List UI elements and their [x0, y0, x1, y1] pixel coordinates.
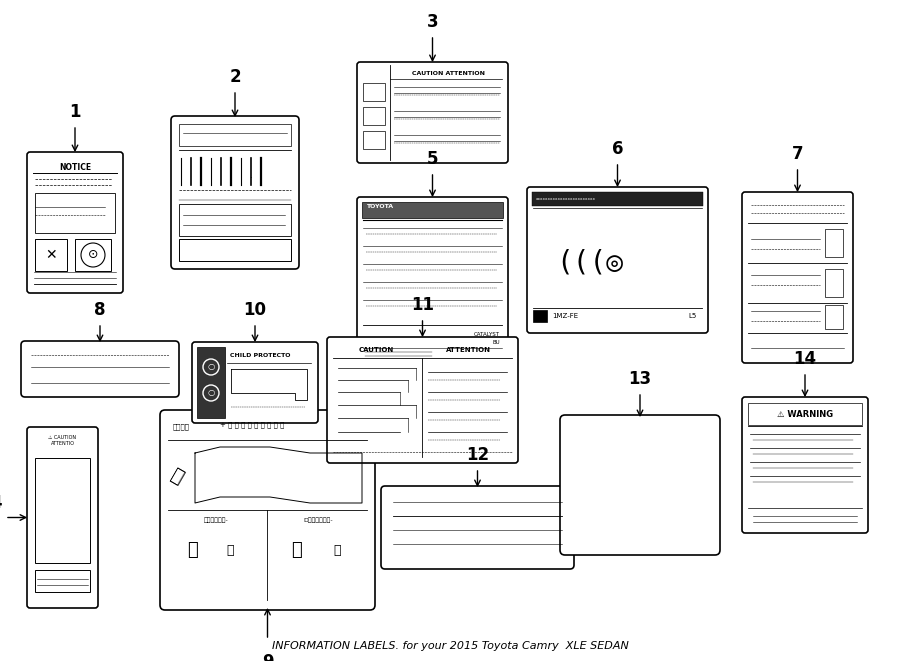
Bar [825, 269, 843, 297]
Text: 13: 13 [628, 370, 652, 388]
Text: 7: 7 [792, 145, 804, 163]
Text: 2: 2 [230, 68, 241, 86]
Text: 🚙: 🚙 [292, 541, 302, 559]
Text: 11: 11 [411, 296, 434, 314]
Text: ⚠ CAUTION
ATTENTIO: ⚠ CAUTION ATTENTIO [49, 435, 76, 446]
Text: ⊙: ⊙ [88, 249, 98, 262]
Text: 1MZ-FE: 1MZ-FE [552, 313, 578, 319]
Text: CATALYST: CATALYST [474, 332, 500, 337]
FancyBboxPatch shape [742, 397, 868, 533]
Bar [35, 239, 67, 271]
Bar [748, 403, 862, 425]
Text: L5: L5 [688, 313, 697, 319]
Text: CAUTION ATTENTION: CAUTION ATTENTION [411, 71, 484, 76]
Text: + ⬛ ⬛ ⬛ ⬛ ⬛ ⬛ ⬛ ⬛ ⬛: + ⬛ ⬛ ⬛ ⬛ ⬛ ⬛ ⬛ ⬛ ⬛ [220, 421, 284, 428]
Bar [825, 229, 843, 257]
Text: 3: 3 [427, 13, 438, 31]
Text: NOTICE: NOTICE [58, 163, 91, 172]
Bar [75, 239, 111, 271]
Text: 🚙: 🚙 [333, 543, 341, 557]
FancyBboxPatch shape [327, 337, 518, 463]
Text: ✕: ✕ [45, 248, 57, 262]
Bar [532, 192, 703, 206]
Text: 9: 9 [262, 653, 274, 661]
Text: TOYOTA: TOYOTA [366, 204, 393, 209]
FancyBboxPatch shape [27, 427, 98, 608]
Bar [363, 83, 385, 101]
FancyBboxPatch shape [357, 197, 508, 363]
Text: Dスペアタイヤ-: Dスペアタイヤ- [303, 517, 333, 523]
Bar [362, 202, 503, 218]
Bar [179, 239, 291, 261]
Text: ○: ○ [207, 362, 214, 371]
Bar [35, 570, 90, 592]
Text: .: . [248, 171, 251, 180]
FancyBboxPatch shape [171, 116, 299, 269]
Text: 10: 10 [244, 301, 266, 319]
Text: 🚙: 🚙 [187, 541, 198, 559]
Text: xxxxxxxxxxxxxxxxxxxxxxxx: xxxxxxxxxxxxxxxxxxxxxxxx [536, 197, 596, 201]
Text: (((◎: (((◎ [556, 248, 624, 276]
Text: INFORMATION LABELS. for your 2015 Toyota Camry  XLE SEDAN: INFORMATION LABELS. for your 2015 Toyota… [272, 641, 628, 651]
Text: CAUTION: CAUTION [358, 347, 394, 353]
Bar [179, 124, 291, 146]
Bar [363, 131, 385, 149]
FancyBboxPatch shape [27, 152, 123, 293]
Text: 🔧: 🔧 [167, 466, 187, 488]
FancyBboxPatch shape [560, 415, 720, 555]
FancyBboxPatch shape [192, 342, 318, 423]
Text: 8: 8 [94, 301, 106, 319]
FancyBboxPatch shape [21, 341, 179, 397]
FancyBboxPatch shape [381, 486, 574, 569]
Text: BU: BU [492, 340, 500, 345]
Bar [533, 310, 547, 322]
Bar [179, 204, 291, 236]
FancyBboxPatch shape [742, 192, 853, 363]
Text: ブレーキ: ブレーキ [173, 423, 190, 430]
Text: 5: 5 [427, 150, 438, 168]
FancyBboxPatch shape [527, 187, 708, 333]
Bar [35, 458, 90, 563]
Text: ○: ○ [207, 389, 214, 397]
Text: CHILD PROTECTO: CHILD PROTECTO [230, 353, 291, 358]
Bar [35, 193, 115, 233]
FancyBboxPatch shape [357, 62, 508, 163]
Text: 6: 6 [612, 140, 623, 158]
Text: 12: 12 [466, 446, 489, 464]
FancyBboxPatch shape [160, 410, 375, 610]
Text: ATTENTION: ATTENTION [446, 347, 491, 353]
Text: 4: 4 [0, 494, 2, 512]
Bar [825, 305, 843, 329]
Bar [363, 107, 385, 125]
Text: スペアタイヤ-: スペアタイヤ- [203, 517, 229, 523]
Bar [197, 347, 225, 418]
Text: 1: 1 [69, 103, 81, 121]
Text: 🚙: 🚙 [226, 543, 234, 557]
Text: ⚠ WARNING: ⚠ WARNING [777, 410, 833, 418]
Text: 14: 14 [794, 350, 816, 368]
